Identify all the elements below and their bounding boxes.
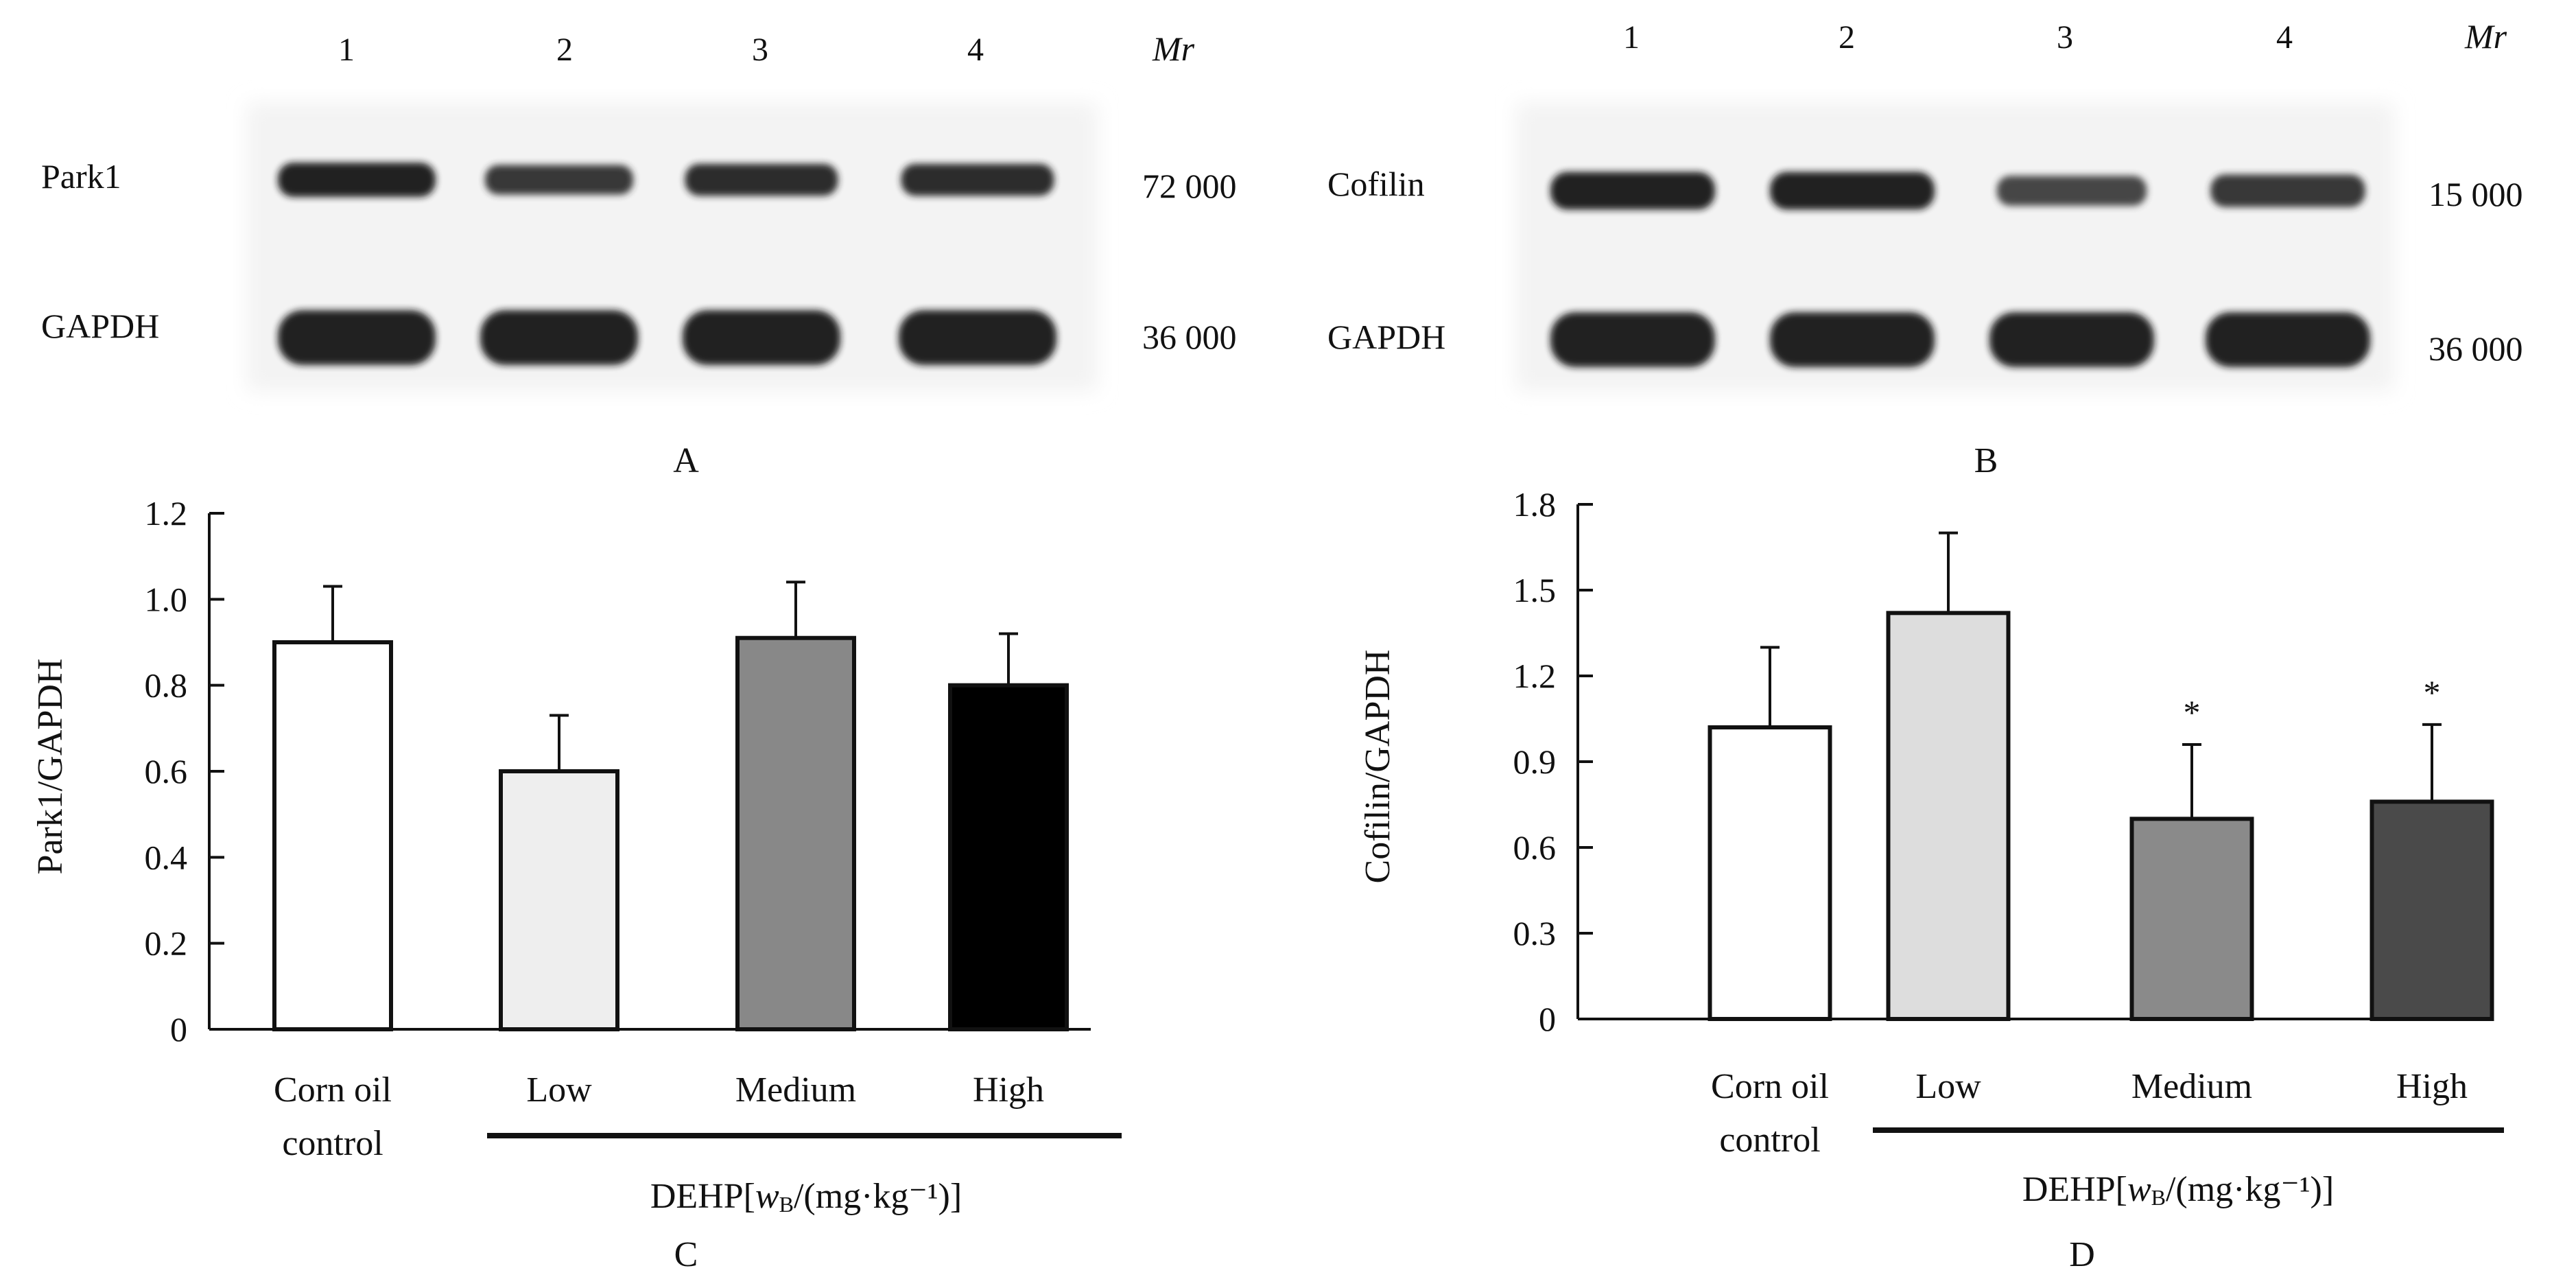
group-label-var: w bbox=[755, 1177, 779, 1216]
blot-band bbox=[1770, 172, 1935, 210]
lane-numbers-a: 1 2 3 4 bbox=[338, 32, 984, 68]
group-label-unit: /(mg·kg⁻¹)] bbox=[794, 1177, 962, 1216]
lane-numbers-b: 1 2 3 4 bbox=[1623, 19, 2293, 56]
blot-band bbox=[899, 310, 1056, 365]
protein-label-cofilin: Cofilin bbox=[1327, 165, 1425, 203]
x-tick-label: Corn oil bbox=[274, 1070, 392, 1110]
group-label-unit: /(mg·kg⁻¹)] bbox=[2166, 1170, 2334, 1209]
bar bbox=[272, 640, 393, 1031]
blot-band bbox=[683, 310, 840, 365]
blot-band bbox=[480, 310, 638, 365]
significance-marker: * bbox=[2424, 673, 2441, 712]
blot-band bbox=[901, 163, 1054, 196]
lane-number: 3 bbox=[752, 32, 768, 68]
significance-marker: * bbox=[2184, 693, 2201, 731]
y-tick-label: 1.8 bbox=[1513, 485, 1557, 524]
x-tick-label: High bbox=[2396, 1067, 2468, 1106]
x-tick-label: Low bbox=[526, 1070, 592, 1110]
x-tick-label: Medium bbox=[735, 1070, 856, 1110]
x-tick-label: Corn oil bbox=[1711, 1067, 1829, 1106]
blot-band bbox=[1770, 312, 1935, 367]
x-tick-label: High bbox=[973, 1070, 1044, 1110]
bands-b bbox=[1550, 172, 2370, 367]
y-axis-label-c: Park1/GAPDH bbox=[31, 659, 70, 875]
mr-label-gapdh-b: 36 000 bbox=[2429, 329, 2523, 368]
bands-a bbox=[278, 163, 1056, 365]
mr-header-a: Mr bbox=[1152, 30, 1195, 68]
y-tick-label: 0.6 bbox=[1513, 828, 1557, 867]
lane-number: 1 bbox=[1623, 19, 1640, 56]
blot-panel-b: 1 2 3 4 Mr Cofilin GAPDH 15 000 36 000 B bbox=[1327, 17, 2523, 480]
chart-panel-d: Cofilin/GAPDH 0 0.3 0.6 0.9 1.2 1.5 1.8 * * Corn … bbox=[1358, 485, 2504, 1274]
group-label-c: DEHP[wB/(mg·kg⁻¹)] bbox=[650, 1177, 962, 1217]
bar bbox=[948, 683, 1069, 1032]
y-tick-label: 0 bbox=[170, 1010, 187, 1048]
chart-panel-c: Park1/GAPDH 0 0.2 0.4 0.6 0.8 1.0 1.2 Corn oil c… bbox=[31, 494, 1122, 1274]
group-label-d: DEHP[wB/(mg·kg⁻¹)] bbox=[2022, 1170, 2334, 1210]
y-tick-label: 0.9 bbox=[1513, 742, 1557, 781]
blot-panel-a: 1 2 3 4 Mr Park1 GAPDH 72 000 36 000 A bbox=[41, 30, 1237, 480]
mr-label-cofilin: 15 000 bbox=[2429, 175, 2523, 213]
panel-label-d: D bbox=[2069, 1235, 2095, 1274]
panel-label-c: C bbox=[674, 1235, 698, 1274]
y-tick-label: 0.8 bbox=[145, 666, 188, 705]
bar bbox=[2129, 817, 2254, 1022]
blot-band bbox=[1550, 172, 1715, 210]
protein-label-park1: Park1 bbox=[41, 157, 121, 196]
mr-label-gapdh-a: 36 000 bbox=[1142, 318, 1237, 356]
group-label-prefix: DEHP[ bbox=[650, 1177, 755, 1216]
lane-number: 4 bbox=[967, 32, 984, 68]
blot-band bbox=[1989, 312, 2154, 367]
y-tick-label: 1.5 bbox=[1513, 571, 1557, 609]
bar bbox=[1708, 725, 1832, 1021]
blot-band bbox=[685, 163, 838, 196]
lane-number: 1 bbox=[338, 32, 355, 68]
protein-label-gapdh-a: GAPDH bbox=[41, 307, 159, 345]
group-label-sub: B bbox=[779, 1192, 794, 1217]
bar bbox=[1886, 611, 2011, 1021]
lane-number: 2 bbox=[556, 32, 573, 68]
x-tick-label: control bbox=[282, 1124, 383, 1163]
blot-band bbox=[2210, 174, 2365, 207]
blot-band bbox=[1550, 312, 1715, 367]
lane-number: 3 bbox=[2057, 19, 2073, 56]
y-tick-label: 0 bbox=[1539, 1000, 1556, 1038]
mr-label-park1: 72 000 bbox=[1142, 167, 1237, 205]
y-tick-label: 0.3 bbox=[1513, 914, 1557, 952]
x-tick-label: Medium bbox=[2131, 1067, 2252, 1106]
y-tick-label: 0.6 bbox=[145, 752, 188, 790]
y-tick-label: 1.2 bbox=[1513, 657, 1557, 695]
group-label-var: w bbox=[2127, 1170, 2151, 1209]
lane-number: 2 bbox=[1839, 19, 1855, 56]
blot-band bbox=[278, 163, 436, 197]
bar bbox=[2370, 799, 2494, 1022]
plot-area-d: 0 0.3 0.6 0.9 1.2 1.5 1.8 * * Corn oil control Low M… bbox=[1513, 485, 2504, 1160]
x-tick-label: control bbox=[1719, 1121, 1820, 1160]
blot-band bbox=[1996, 176, 2147, 206]
bar bbox=[499, 769, 619, 1031]
blot-band bbox=[278, 310, 436, 365]
panel-label-a: A bbox=[673, 441, 699, 480]
lane-number: 4 bbox=[2276, 19, 2293, 56]
mr-header-b: Mr bbox=[2464, 17, 2507, 56]
panel-label-b: B bbox=[1974, 441, 1998, 480]
group-label-sub: B bbox=[2151, 1185, 2166, 1210]
y-tick-label: 1.0 bbox=[145, 580, 188, 618]
x-tick-label: Low bbox=[1915, 1067, 1981, 1106]
blot-band bbox=[2206, 312, 2370, 367]
y-axis-label-d: Cofilin/GAPDH bbox=[1358, 650, 1397, 884]
bar bbox=[735, 635, 856, 1031]
y-tick-label: 0.2 bbox=[145, 924, 188, 963]
protein-label-gapdh-b: GAPDH bbox=[1327, 318, 1445, 356]
group-label-prefix: DEHP[ bbox=[2022, 1170, 2127, 1209]
plot-area-c: 0 0.2 0.4 0.6 0.8 1.0 1.2 Corn oil control Low Med… bbox=[145, 494, 1122, 1163]
y-tick-label: 1.2 bbox=[145, 494, 188, 532]
blot-band bbox=[484, 165, 634, 195]
y-tick-label: 0.4 bbox=[145, 838, 188, 876]
